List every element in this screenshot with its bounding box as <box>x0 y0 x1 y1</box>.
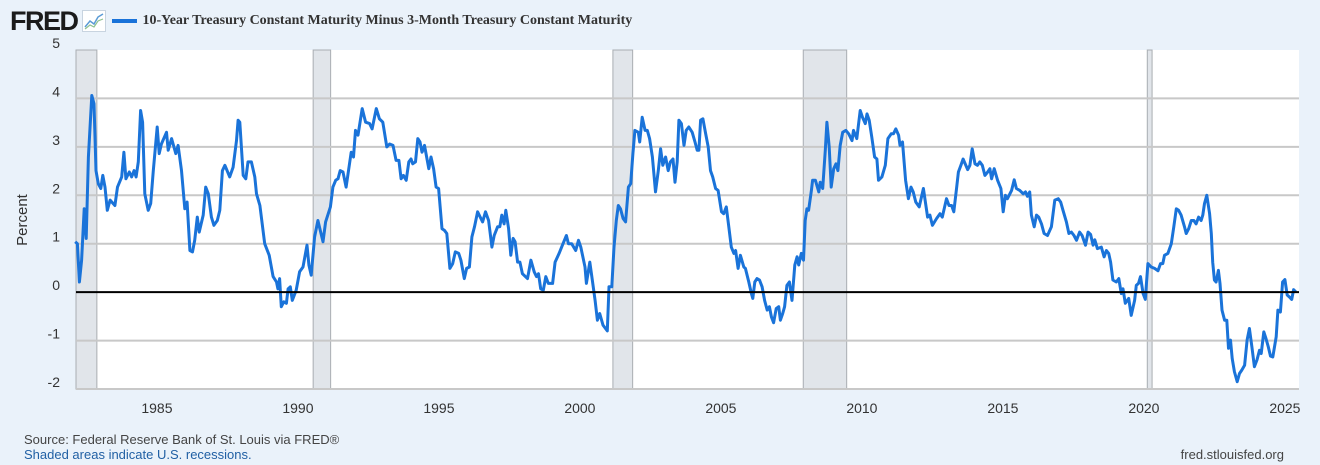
y-axis-label: Percent <box>14 193 31 246</box>
fred-logo[interactable]: FRED <box>10 5 79 36</box>
recession-band <box>1146 49 1153 390</box>
x-tick-label: 1995 <box>423 400 454 416</box>
recession-shading-group <box>75 49 1299 390</box>
plot-background <box>76 50 1299 389</box>
series-group <box>74 94 1299 384</box>
y-tick-label: 1 <box>52 229 60 245</box>
y-tick-label: -2 <box>48 374 61 390</box>
y-tick-label: 0 <box>52 277 60 293</box>
series-line <box>74 94 1297 384</box>
y-tick-label: -1 <box>48 326 61 342</box>
fred-url[interactable]: fred.stlouisfed.org <box>1180 447 1284 462</box>
x-tick-label: 2020 <box>1128 400 1159 416</box>
x-tick-label: 2025 <box>1269 400 1300 416</box>
chart-header: FRED 10-Year Treasury Constant Maturity … <box>10 6 632 36</box>
x-tick-label: 1985 <box>141 400 172 416</box>
x-tick-label: 2000 <box>564 400 595 416</box>
x-tick-label: 1990 <box>282 400 313 416</box>
line-chart-icon <box>81 10 106 32</box>
y-tick-label: 2 <box>52 180 60 196</box>
gridlines <box>76 97 1299 390</box>
x-tick-label: 2005 <box>705 400 736 416</box>
source-note: Source: Federal Reserve Bank of St. Loui… <box>24 432 340 447</box>
x-tick-label: 2015 <box>987 400 1018 416</box>
legend-line-swatch <box>111 19 137 23</box>
recession-note-link[interactable]: Shaded areas indicate U.S. recessions. <box>24 447 252 462</box>
legend-series-title: 10-Year Treasury Constant Maturity Minus… <box>142 13 633 28</box>
y-tick-label: 3 <box>52 132 60 148</box>
x-axis-ticks: 1985 1990 1995 2000 2005 2010 2015 2020 2025 <box>141 400 1300 416</box>
x-tick-label: 2010 <box>846 400 877 416</box>
recession-band <box>802 49 848 390</box>
y-axis-ticks: 5 4 3 2 1 0 -1 -2 <box>48 35 61 390</box>
y-tick-label: 5 <box>52 35 60 51</box>
recession-band <box>312 49 332 390</box>
y-tick-label: 4 <box>52 83 60 99</box>
